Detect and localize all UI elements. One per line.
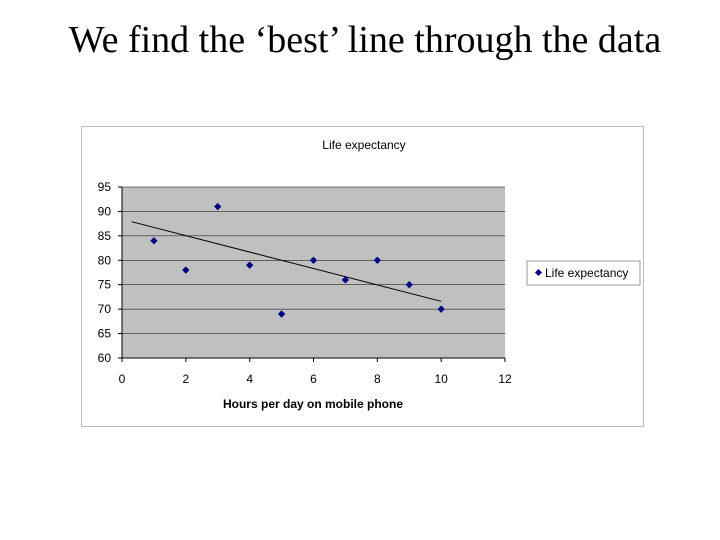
x-tick-label: 2 bbox=[182, 372, 189, 386]
x-tick-label: 4 bbox=[246, 372, 253, 386]
x-tick-label: 10 bbox=[434, 372, 448, 386]
x-tick-label: 8 bbox=[374, 372, 381, 386]
slide-title: We find the ‘best’ line through the data bbox=[68, 19, 662, 61]
y-tick-label: 65 bbox=[98, 327, 112, 341]
data-point bbox=[182, 266, 190, 274]
y-tick-label: 90 bbox=[98, 204, 112, 218]
y-tick-label: 80 bbox=[98, 253, 112, 267]
data-point bbox=[309, 256, 318, 264]
scatter-chart: Life expectancy 60 65 70 75 80 85 90 95 0 2 4 6 8 10… bbox=[98, 138, 641, 411]
legend-box bbox=[526, 260, 641, 286]
x-axis-label: Hours per day on mobile phone bbox=[223, 397, 403, 411]
legend-label: Life expectancy bbox=[545, 266, 628, 280]
y-tick-label: 95 bbox=[98, 180, 112, 194]
x-tick-label: 6 bbox=[310, 372, 317, 386]
x-tick-label: 0 bbox=[119, 372, 126, 386]
y-tick-label: 70 bbox=[98, 302, 112, 316]
trendline-group bbox=[131, 221, 442, 302]
y-axis-ticks: 60 65 70 75 80 85 90 95 bbox=[98, 180, 123, 365]
data-point bbox=[437, 305, 445, 313]
chart-title: Life expectancy bbox=[322, 138, 405, 152]
plot-area bbox=[122, 187, 505, 358]
legend-marker bbox=[534, 268, 543, 277]
data-point bbox=[373, 256, 382, 264]
legend: Life expectancy bbox=[526, 260, 641, 286]
y-tick-label: 85 bbox=[98, 229, 112, 243]
x-axis-ticks: 0 2 4 6 8 10 12 bbox=[119, 357, 512, 386]
y-tick-label: 60 bbox=[98, 351, 112, 365]
trendline bbox=[131, 221, 442, 302]
x-tick-label: 12 bbox=[498, 372, 512, 386]
y-tick-label: 75 bbox=[98, 278, 112, 292]
data-point bbox=[245, 261, 254, 269]
chart-area: Life expectancy 60 65 70 75 80 85 90 95 0 2 4 6 8 10… bbox=[81, 126, 644, 427]
